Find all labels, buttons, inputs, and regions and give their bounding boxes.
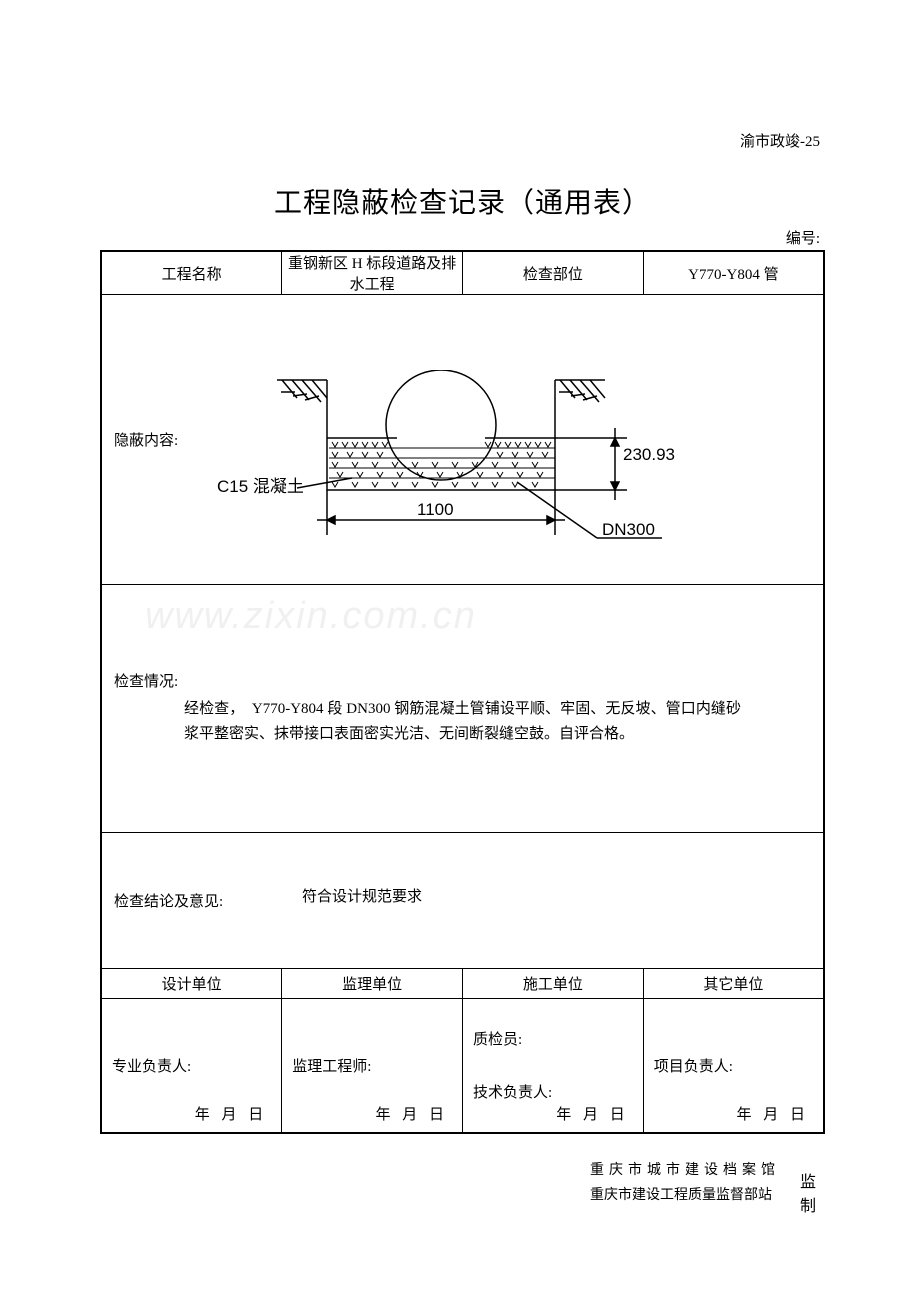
check-part-value: Y770-Y804 管 bbox=[643, 251, 824, 295]
project-leader-label: 项目负责人: bbox=[654, 1059, 733, 1075]
hidden-content-row: 隐蔽内容: bbox=[101, 295, 824, 585]
date-placeholder: 年 月 日 bbox=[736, 1103, 809, 1124]
project-name-label: 工程名称 bbox=[101, 251, 282, 295]
construction-signature-cell: 质检员: 技术负责人: 年 月 日 bbox=[463, 999, 644, 1133]
construction-unit-header: 施工单位 bbox=[463, 969, 644, 999]
footer-line1: 重庆市城市建设档案馆 bbox=[590, 1158, 780, 1183]
quality-inspector-label: 质检员: bbox=[473, 1028, 633, 1049]
supervision-unit-header: 监理单位 bbox=[282, 969, 463, 999]
project-name-value: 重钢新区 H 标段道路及排水工程 bbox=[282, 251, 463, 295]
footer: 重庆市城市建设档案馆 重庆市建设工程质量监督部站 监制 bbox=[100, 1158, 825, 1208]
date-placeholder: 年 月 日 bbox=[195, 1103, 268, 1124]
design-unit-header: 设计单位 bbox=[101, 969, 282, 999]
supervision-signature-cell: 监理工程师: 年 月 日 bbox=[282, 999, 463, 1133]
date-placeholder: 年 月 日 bbox=[375, 1103, 448, 1124]
footer-org: 重庆市城市建设档案馆 重庆市建设工程质量监督部站 bbox=[590, 1158, 780, 1208]
design-signature-cell: 专业负责人: 年 月 日 bbox=[101, 999, 282, 1133]
header-row: 工程名称 重钢新区 H 标段道路及排水工程 检查部位 Y770-Y804 管 bbox=[101, 251, 824, 295]
document-code: 渝市政竣-25 bbox=[100, 130, 825, 151]
check-part-label: 检查部位 bbox=[463, 251, 644, 295]
serial-number-label: 编号: bbox=[100, 227, 825, 248]
professional-leader-label: 专业负责人: bbox=[112, 1059, 191, 1075]
check-situation-text: 经检查， Y770-Y804 段 DN300 钢筋混凝土管铺设平顺、牢固、无反坡… bbox=[114, 691, 811, 748]
date-placeholder: 年 月 日 bbox=[556, 1103, 629, 1124]
width-dimension: 1100 bbox=[417, 500, 454, 519]
conclusion-row: 检查结论及意见: 符合设计规范要求 bbox=[101, 833, 824, 969]
hidden-content-label: 隐蔽内容: bbox=[114, 433, 178, 449]
watermark-text: www.zixin.com.cn bbox=[145, 595, 477, 638]
conclusion-text: 符合设计规范要求 bbox=[302, 885, 422, 906]
signature-header-row: 设计单位 监理单位 施工单位 其它单位 bbox=[101, 969, 824, 999]
signature-body-row: 专业负责人: 年 月 日 监理工程师: 年 月 日 质检员: 技术负责人: 年 … bbox=[101, 999, 824, 1133]
height-dimension: 230.93 bbox=[623, 445, 675, 464]
technical-leader-label: 技术负责人: bbox=[473, 1081, 633, 1102]
check-situation-label: 检查情况: bbox=[114, 674, 178, 690]
footer-line2: 重庆市建设工程质量监督部站 bbox=[590, 1183, 780, 1208]
supervision-engineer-label: 监理工程师: bbox=[292, 1059, 371, 1075]
other-unit-header: 其它单位 bbox=[643, 969, 824, 999]
conclusion-label: 检查结论及意见: bbox=[114, 894, 223, 910]
footer-stamp: 监制 bbox=[800, 1168, 825, 1216]
main-table: 工程名称 重钢新区 H 标段道路及排水工程 检查部位 Y770-Y804 管 隐… bbox=[100, 250, 825, 1134]
pipe-label: DN300 bbox=[602, 520, 655, 539]
other-signature-cell: 项目负责人: 年 月 日 bbox=[643, 999, 824, 1133]
concrete-label: C15 混凝土 bbox=[217, 477, 304, 496]
cross-section-diagram: C15 混凝土 1100 230.93 DN300 bbox=[217, 370, 697, 570]
page-title: 工程隐蔽检查记录（通用表） bbox=[100, 181, 825, 221]
